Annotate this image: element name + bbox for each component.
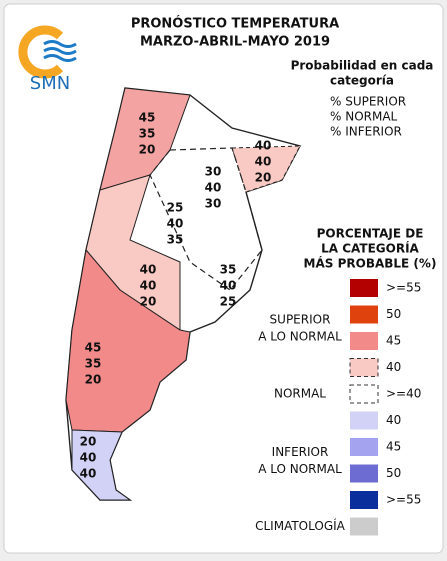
key-title: categoría [330,74,394,88]
key-line: % SUPERIOR [330,95,406,109]
region-value: 35 [220,263,237,277]
logo: SMN [18,25,77,94]
region-value: 35 [139,127,156,141]
legend-label: >=55 [386,493,421,507]
region-south [71,429,132,501]
key-title: Probabilidad en cada [291,59,434,73]
legend-group-label: NORMAL [274,387,326,401]
key-line: % NORMAL [330,110,398,124]
region-value: 40 [205,181,222,195]
region-value: 40 [80,467,97,481]
region-value: 40 [140,279,157,293]
region-value: 20 [139,143,156,157]
legend-title: MÁS PROBABLE (%) [304,256,437,271]
legend-label: >=40 [386,387,421,401]
region-value: 45 [139,111,156,125]
key-line: % INFERIOR [330,125,402,139]
legend-label: 50 [386,466,401,480]
region-ne [231,145,301,193]
legend-swatch [349,358,379,377]
legend-swatch [350,491,378,509]
legend-label: 40 [386,413,401,427]
legend-swatch [350,438,378,456]
region-value: 40 [255,139,272,153]
region-value: 20 [255,171,272,185]
legend-label: 50 [386,307,401,321]
legend-title: LA CATEGORÍA [321,241,419,256]
legend-swatch [350,305,378,324]
region-value: 40 [167,217,184,231]
region-normal [149,147,263,291]
legend-label: 45 [386,334,401,348]
legend-swatch [350,332,378,350]
region-value: 35 [85,357,102,371]
country-map [65,87,302,501]
region-value: 40 [255,155,272,169]
legend-group-label: CLIMATOLOGÍA [255,518,346,533]
region-value: 20 [85,373,102,387]
legend-swatch [350,411,378,430]
region-patagonia [65,248,191,433]
region-value: 25 [167,201,184,215]
logo-waves [43,40,77,62]
region-value: 40 [80,451,97,465]
region-value: 20 [80,435,97,449]
legend-swatch [350,517,378,536]
legend-group-label: INFERIOR [272,445,329,459]
legend-title: PORCENTAJE DE [317,227,424,241]
legend-group-label: A LO NORMAL [258,329,342,343]
region-value: 25 [220,295,237,309]
legend-swatch [350,464,378,483]
title: PRONÓSTICO TEMPERATURA [131,16,339,32]
logo-text: SMN [30,73,70,94]
legend-group-label: A LO NORMAL [258,462,342,476]
region-value: 30 [205,165,222,179]
title: MARZO-ABRIL-MAYO 2019 [140,35,330,50]
legend-label: 40 [386,360,401,374]
region-value: 30 [205,197,222,211]
region-value: 45 [85,341,102,355]
logo-arc [18,25,64,79]
region-value: 20 [140,295,157,309]
region-value: 40 [220,279,237,293]
region-value: 40 [140,263,157,277]
legend-label: 45 [386,440,401,454]
legend-label: >=55 [386,281,421,295]
legend-swatch [350,279,378,297]
legend-swatch [349,384,379,404]
region-value: 35 [167,233,184,247]
legend-group-label: SUPERIOR [270,312,331,326]
